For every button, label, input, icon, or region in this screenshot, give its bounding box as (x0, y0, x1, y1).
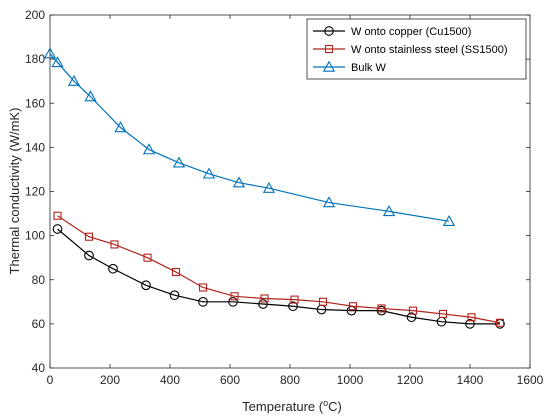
series-layer (43, 47, 505, 329)
data-point-ss1500 (230, 292, 239, 301)
data-point-bulk-w (322, 196, 336, 208)
data-point-ss1500 (408, 306, 418, 315)
data-point-cu1500 (169, 290, 180, 301)
data-point-ss1500 (260, 294, 269, 303)
x-tick-label: 0 (47, 373, 54, 387)
legend-label: W onto copper (Cu1500) (351, 26, 471, 38)
x-tick-label: 600 (220, 373, 240, 387)
data-point-ss1500 (377, 304, 386, 313)
x-tick-label: 1400 (457, 373, 484, 387)
legend-label: W onto stainless steel (SS1500) (351, 44, 508, 56)
series-bulk-w (43, 47, 456, 226)
data-point-bulk-w (232, 176, 246, 188)
y-axis-label: Thermal conductivity (W/mK) (7, 108, 22, 275)
data-point-bulk-w (172, 156, 186, 168)
data-point-cu1500 (406, 312, 417, 323)
data-point-ss1500 (318, 297, 328, 306)
x-tick-label: 1000 (337, 373, 364, 387)
x-tick-label: 800 (280, 373, 300, 387)
y-tick-label: 160 (25, 96, 45, 110)
x-axis: 0 200 400 600 800 1000 1200 1400 1600 (47, 15, 544, 387)
data-point-ss1500 (171, 267, 181, 277)
y-tick-label: 200 (25, 8, 45, 22)
legend-item: Bulk W (313, 60, 386, 74)
data-point-ss1500 (84, 232, 94, 241)
x-tick-label: 1600 (517, 373, 544, 387)
data-point-ss1500 (438, 309, 448, 318)
legend: W onto copper (Cu1500) W onto stainless s… (306, 18, 527, 80)
data-point-cu1500 (288, 301, 298, 312)
data-point-ss1500 (495, 318, 505, 327)
legend-item: W onto copper (Cu1500) (313, 26, 471, 38)
legend-marker (324, 26, 334, 36)
y-tick-label: 140 (25, 140, 45, 154)
data-point-bulk-w (202, 167, 216, 179)
data-point-cu1500 (258, 299, 268, 309)
data-point-bulk-w (43, 47, 57, 59)
series-line-bulk-w (49, 53, 450, 222)
y-tick-label: 120 (25, 185, 45, 199)
data-point-ss1500 (290, 295, 299, 304)
data-point-bulk-w (442, 214, 456, 226)
x-tick-label: 1200 (397, 373, 424, 387)
data-point-bulk-w (51, 56, 64, 68)
series-line-ss1500 (57, 215, 501, 324)
x-tick-label: 400 (160, 373, 180, 387)
data-point-cu1500 (376, 305, 387, 316)
y-tick-label: 40 (32, 361, 46, 375)
data-point-cu1500 (84, 250, 94, 261)
data-point-cu1500 (52, 224, 63, 234)
data-point-bulk-w (382, 205, 396, 217)
y-axis: 40 60 80 100 120 140 160 180 200 (25, 8, 530, 375)
data-point-ss1500 (467, 313, 476, 322)
data-point-ss1500 (110, 240, 119, 249)
data-point-bulk-w (262, 181, 276, 193)
data-point-bulk-w (67, 74, 81, 86)
data-point-cu1500 (465, 319, 475, 329)
legend-label: Bulk W (351, 62, 386, 74)
data-point-cu1500 (198, 296, 208, 307)
x-axis-label: Temperature (oC) (242, 398, 342, 414)
data-point-ss1500 (143, 253, 152, 262)
y-tick-label: 180 (25, 52, 45, 66)
data-point-ss1500 (348, 302, 358, 311)
y-tick-label: 80 (32, 273, 46, 287)
legend-item: W onto stainless steel (SS1500) (313, 44, 508, 56)
legend-marker (322, 60, 336, 72)
legend-marker (324, 44, 334, 54)
x-tick-label: 200 (100, 373, 120, 387)
series-line-cu1500 (57, 228, 500, 325)
data-point-ss1500 (53, 211, 62, 220)
data-point-ss1500 (198, 283, 208, 292)
series-ss1500 (53, 211, 505, 327)
data-point-cu1500 (141, 280, 151, 291)
data-point-cu1500 (228, 296, 238, 307)
y-tick-label: 60 (32, 317, 46, 331)
y-tick-label: 100 (25, 229, 45, 243)
data-point-bulk-w (142, 143, 156, 155)
data-point-bulk-w (84, 90, 97, 102)
data-point-cu1500 (108, 263, 118, 274)
data-point-bulk-w (114, 121, 127, 133)
